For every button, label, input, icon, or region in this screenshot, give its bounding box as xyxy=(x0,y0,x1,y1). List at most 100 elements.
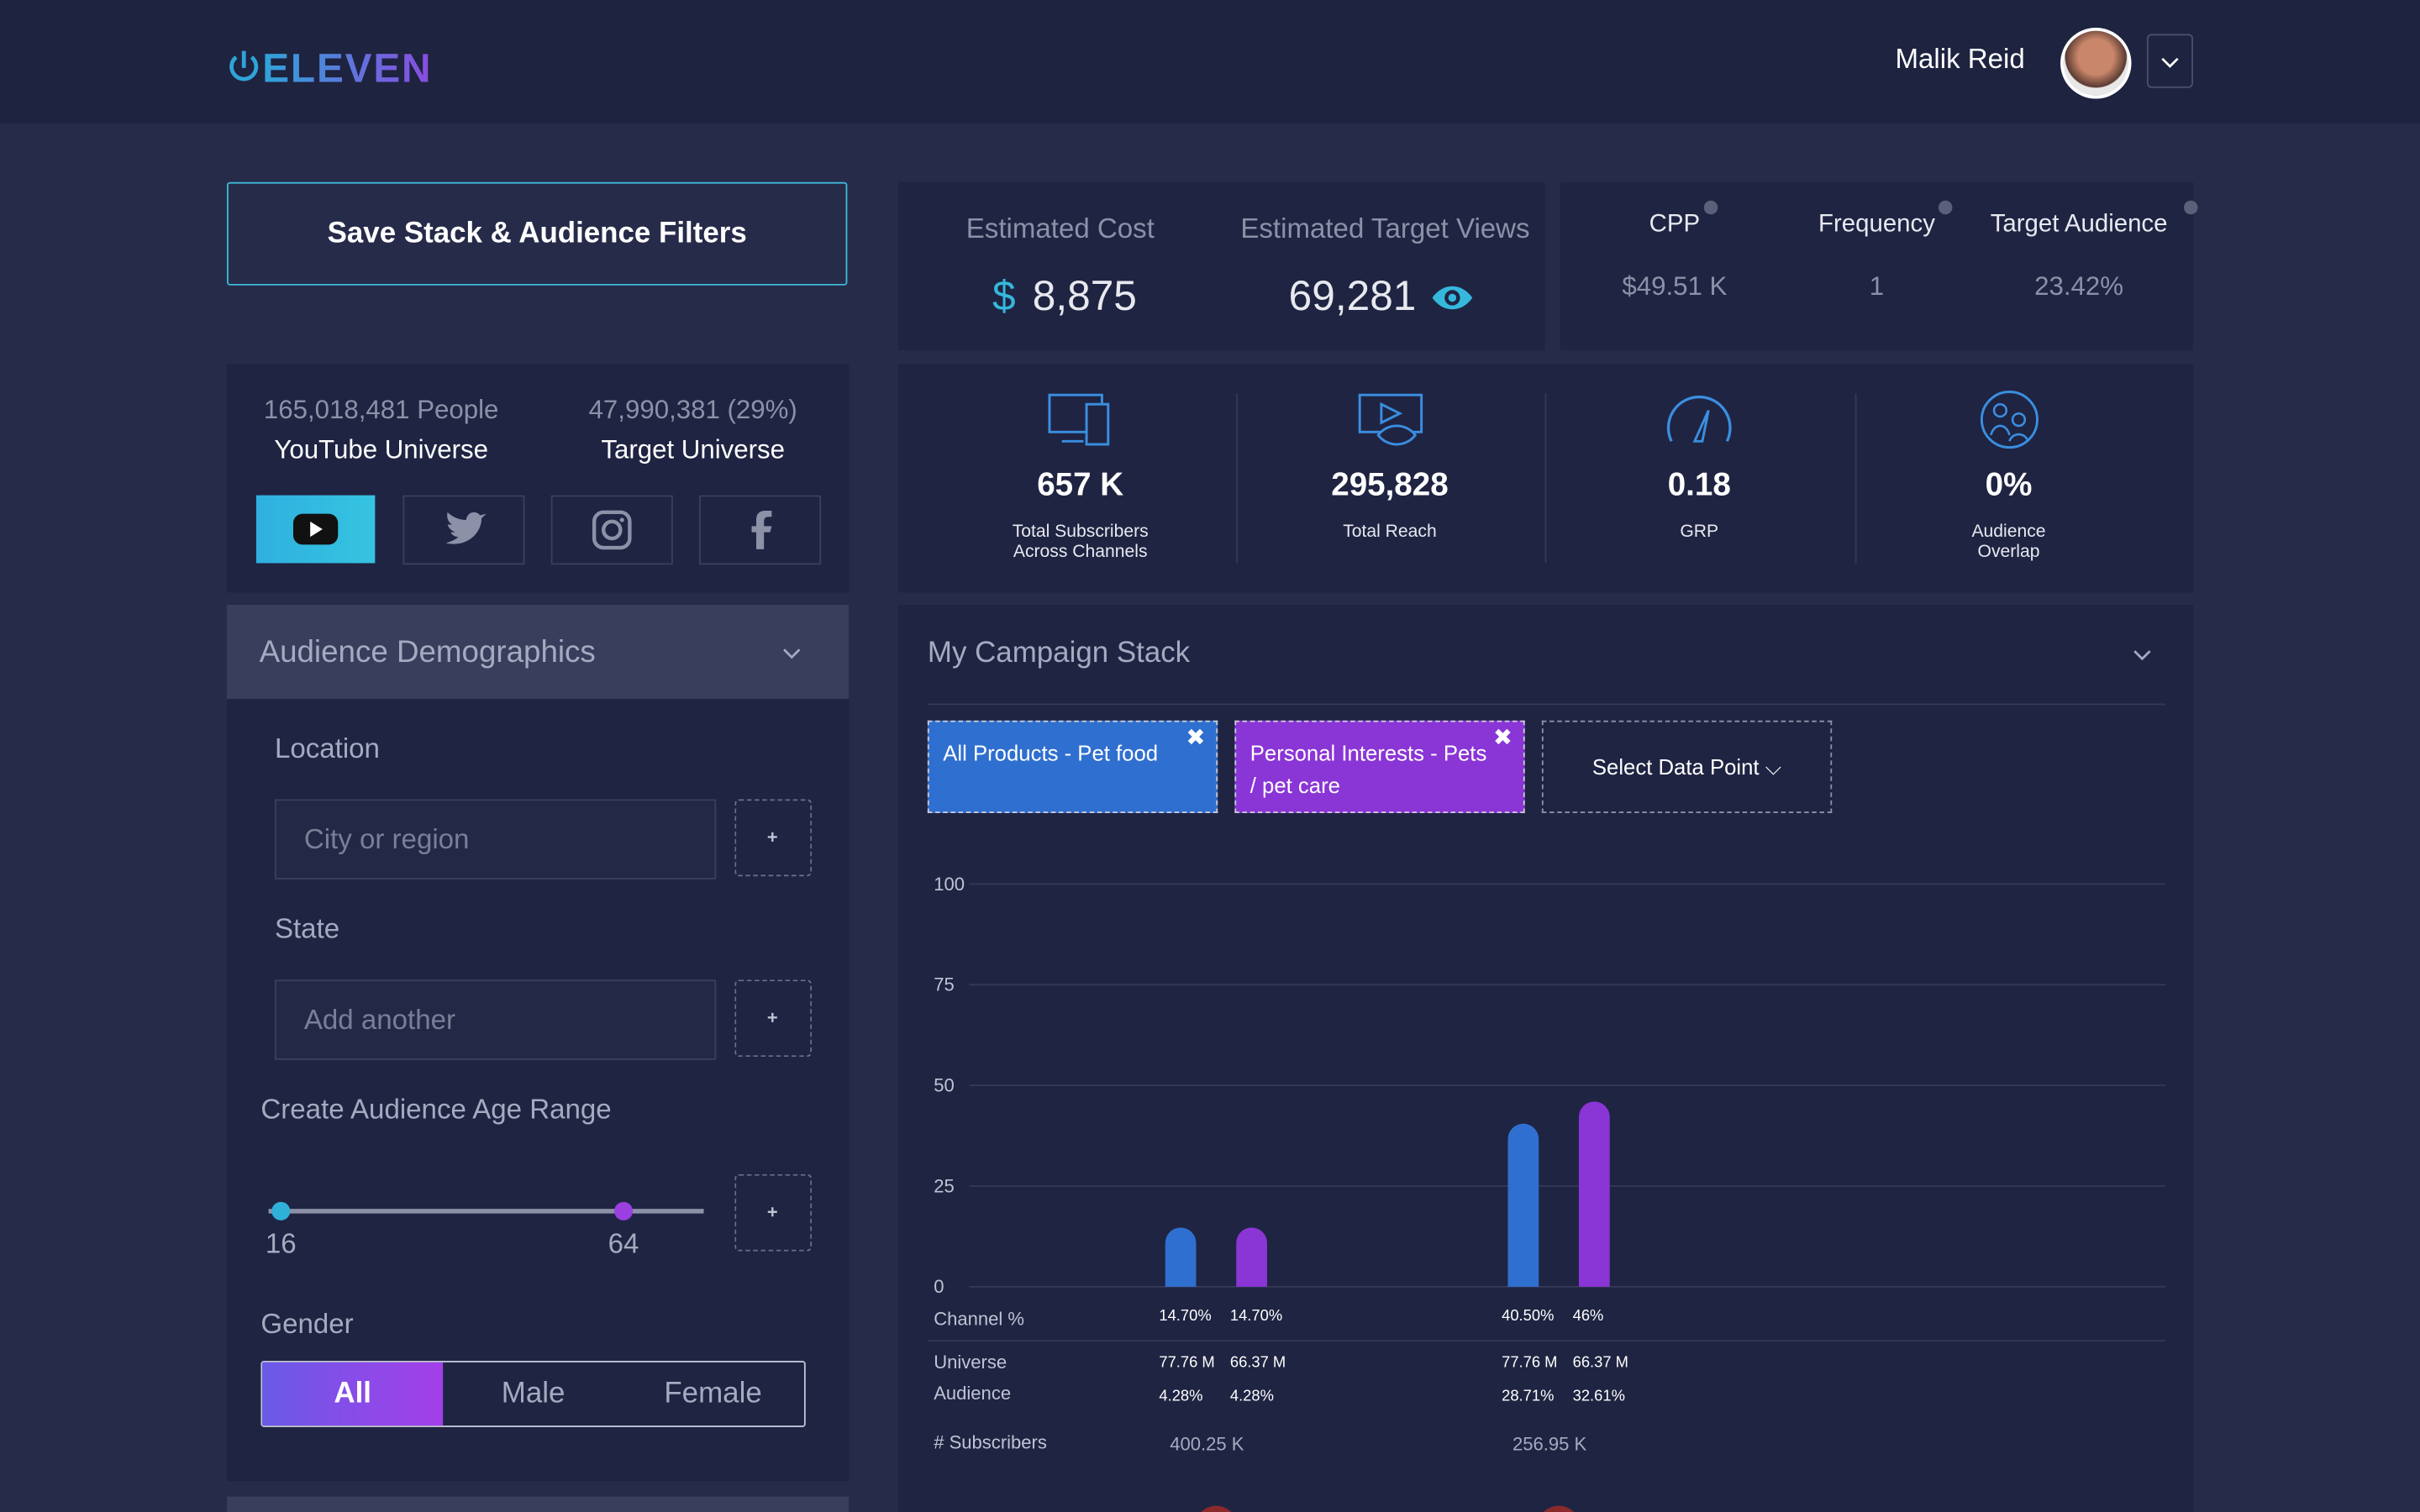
audience-value: 4.28% xyxy=(1230,1387,1274,1404)
facebook-button[interactable] xyxy=(699,495,822,565)
next-section xyxy=(227,1496,850,1512)
value-label: 40.50% xyxy=(1502,1306,1554,1324)
kpi-label: Total Subscribers Across Channels xyxy=(1012,522,1149,562)
add-age-button[interactable] xyxy=(734,1173,813,1252)
kpi-label: Total Reach xyxy=(1343,522,1437,542)
user-menu-button[interactable] xyxy=(2146,34,2194,88)
metric-label: Frequency xyxy=(1818,211,1935,238)
gender-option[interactable]: Female xyxy=(664,1378,762,1410)
demographics-chevron xyxy=(783,648,801,659)
state-input[interactable]: Add another xyxy=(274,979,717,1060)
kpi-value: 657 K xyxy=(1037,467,1124,503)
age-range-label: Create Audience Age Range xyxy=(260,1094,612,1125)
estimates-panel xyxy=(897,181,1545,350)
target-universe-label: Target Universe xyxy=(601,434,786,465)
state-label: State xyxy=(274,913,340,945)
instagram-button[interactable] xyxy=(550,495,673,565)
legend-chip[interactable]: All Products - Pet food ✖ xyxy=(927,720,1218,813)
remove-icon[interactable]: ✖ xyxy=(1492,725,1513,752)
value-label: 46% xyxy=(1573,1306,1604,1324)
kpi-icon xyxy=(1666,395,1732,443)
cost-currency: $ xyxy=(992,273,1016,320)
add-location-button[interactable] xyxy=(734,799,813,877)
info-icon xyxy=(1703,200,1718,215)
kpi-icon xyxy=(1979,391,2039,449)
audience-value: 32.61% xyxy=(1573,1387,1625,1404)
kpi-icon xyxy=(1048,393,1110,446)
select-data-point[interactable]: Select Data Point ⌵ xyxy=(1541,720,1833,813)
remove-icon[interactable]: ✖ xyxy=(1186,725,1206,752)
audience-value: 4.28% xyxy=(1159,1387,1202,1404)
age-max: 64 xyxy=(608,1228,639,1259)
gender-option[interactable]: Male xyxy=(501,1378,566,1410)
divider xyxy=(927,703,2165,706)
kpi-value: 0% xyxy=(1985,467,2033,503)
avatar[interactable] xyxy=(2060,28,2132,99)
kpi-divider xyxy=(1854,393,1856,564)
demographics-header[interactable] xyxy=(227,605,850,700)
info-icon xyxy=(1938,200,1953,215)
channel-avatar xyxy=(1544,1505,1575,1512)
metric-value: 23.42% xyxy=(2034,271,2124,302)
legend-label: Personal Interests - Pets / pet care xyxy=(1249,740,1487,798)
y-tick-label: 25 xyxy=(934,1175,955,1196)
save-button[interactable]: Save Stack & Audience Filters xyxy=(227,181,848,286)
kpi-icon xyxy=(1357,393,1423,446)
plus-icon xyxy=(767,1207,777,1217)
cost-value: 8,875 xyxy=(1032,273,1137,320)
twitter-button[interactable] xyxy=(402,495,525,565)
chart: 0 25 50 75 100 Channel % Universe Audience # Sub… xyxy=(927,874,2165,1512)
y-tick-label: 50 xyxy=(934,1074,955,1095)
bar xyxy=(1507,1123,1539,1287)
channel-avatar xyxy=(1201,1505,1232,1512)
top-bar xyxy=(0,0,2420,123)
cost-label: Estimated Cost xyxy=(965,213,1155,244)
y-tick-label: 75 xyxy=(934,974,955,995)
age-slider[interactable] xyxy=(260,1195,710,1226)
campaign-chevron[interactable] xyxy=(2130,643,2154,668)
youtube-button[interactable] xyxy=(255,495,376,564)
y-tick-label: 0 xyxy=(934,1276,944,1297)
logo-text[interactable]: ELEVEN xyxy=(262,45,433,92)
logo-icon xyxy=(229,50,259,81)
metric-value: $49.51 K xyxy=(1622,271,1728,302)
chevron xyxy=(2161,57,2179,68)
info-icon xyxy=(2183,200,2198,215)
location-label: Location xyxy=(274,732,380,764)
bar xyxy=(1165,1227,1197,1287)
instagram-icon xyxy=(592,510,632,550)
subscribers-value: 400.25 K xyxy=(1170,1434,1244,1455)
gender-toggle xyxy=(260,1361,806,1427)
bar xyxy=(1578,1101,1610,1287)
row-label: Audience xyxy=(934,1383,1011,1404)
youtube-universe-label: YouTube Universe xyxy=(274,434,488,465)
gender-label: Gender xyxy=(260,1308,354,1340)
bar xyxy=(1236,1227,1267,1287)
views-label: Estimated Target Views xyxy=(1240,213,1530,244)
age-min: 16 xyxy=(265,1228,297,1259)
legend-chip[interactable]: Personal Interests - Pets / pet care ✖ xyxy=(1234,720,1525,813)
twitter-icon xyxy=(445,512,487,544)
plus-icon xyxy=(767,1012,777,1022)
add-state-button[interactable] xyxy=(734,979,813,1058)
location-input[interactable]: City or region xyxy=(274,799,717,879)
kpi-label: Audience Overlap xyxy=(1971,522,2046,562)
row-label: # Subscribers xyxy=(934,1432,1047,1453)
metric-label: Target Audience xyxy=(1990,211,2168,238)
row-label: Channel % xyxy=(934,1309,1024,1330)
kpi-divider xyxy=(1235,393,1238,564)
metric-label: CPP xyxy=(1649,211,1701,238)
audience-value: 28.71% xyxy=(1502,1387,1554,1404)
metric-value: 1 xyxy=(1869,271,1885,302)
kpi-value: 295,828 xyxy=(1331,467,1449,503)
youtube-icon xyxy=(292,513,339,545)
metrics-panel xyxy=(1560,181,2194,350)
views-value: 69,281 xyxy=(1288,273,1417,320)
eye-icon xyxy=(1432,286,1473,310)
gender-option[interactable]: All xyxy=(262,1362,444,1426)
campaign-title: My Campaign Stack xyxy=(927,637,1191,670)
user-name: Malik Reid xyxy=(1895,43,2025,75)
